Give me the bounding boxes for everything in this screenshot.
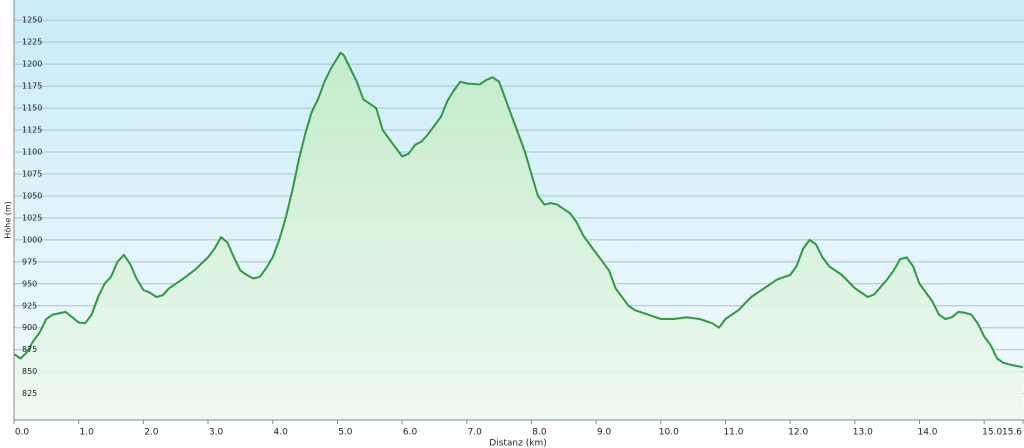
y-tick-label: 1225 <box>22 38 42 47</box>
y-axis-title: Höhe (m) <box>4 201 13 238</box>
y-tick-label: 950 <box>22 279 37 288</box>
elevation-line <box>13 51 1024 369</box>
y-tick-label: 1200 <box>22 60 42 69</box>
x-tick-label: 12.0 <box>788 428 808 438</box>
y-tick-label: 925 <box>22 301 37 310</box>
x-tick-label: 1.0 <box>80 428 95 438</box>
y-tick-label: 825 <box>22 389 37 398</box>
x-axis-title: Distanz (km) <box>489 439 546 448</box>
x-tick-label: 6.0 <box>403 428 418 438</box>
y-tick-label: 1100 <box>22 148 42 157</box>
x-tick-label: 15.6 <box>1002 428 1022 438</box>
area-fill <box>14 52 1023 420</box>
y-tick-label: 900 <box>22 323 37 332</box>
x-tick-label: 11.0 <box>723 428 743 438</box>
y-tick-label: 875 <box>22 345 37 354</box>
x-tick-label: 14.0 <box>917 428 937 438</box>
x-tick-label: 7.0 <box>468 428 483 438</box>
x-tick-label: 4.0 <box>274 428 289 438</box>
x-tick-label: 3.0 <box>209 428 224 438</box>
x-tick-label: 10.0 <box>659 428 679 438</box>
y-tick-label: 1050 <box>22 191 42 200</box>
x-tick-label: 2.0 <box>144 428 159 438</box>
y-tick-label: 1075 <box>22 169 42 178</box>
y-tick-label: 1000 <box>22 235 42 244</box>
x-tick-label: 15.0 <box>982 428 1002 438</box>
y-tick-label: 975 <box>22 257 37 266</box>
y-tick-label: 850 <box>22 367 37 376</box>
y-tick-label: 1175 <box>22 82 42 91</box>
y-tick-label: 1250 <box>22 16 42 25</box>
x-tick-label: 9.0 <box>597 428 612 438</box>
x-tick-label: 8.0 <box>532 428 547 438</box>
y-tick-label: 1025 <box>22 213 42 222</box>
y-tick-label: 1150 <box>22 104 42 113</box>
x-tick-label: 5.0 <box>338 428 353 438</box>
y-tick-label: 1125 <box>22 126 42 135</box>
x-tick-label: 0.0 <box>15 428 30 438</box>
x-tick-label: 13.0 <box>853 428 873 438</box>
